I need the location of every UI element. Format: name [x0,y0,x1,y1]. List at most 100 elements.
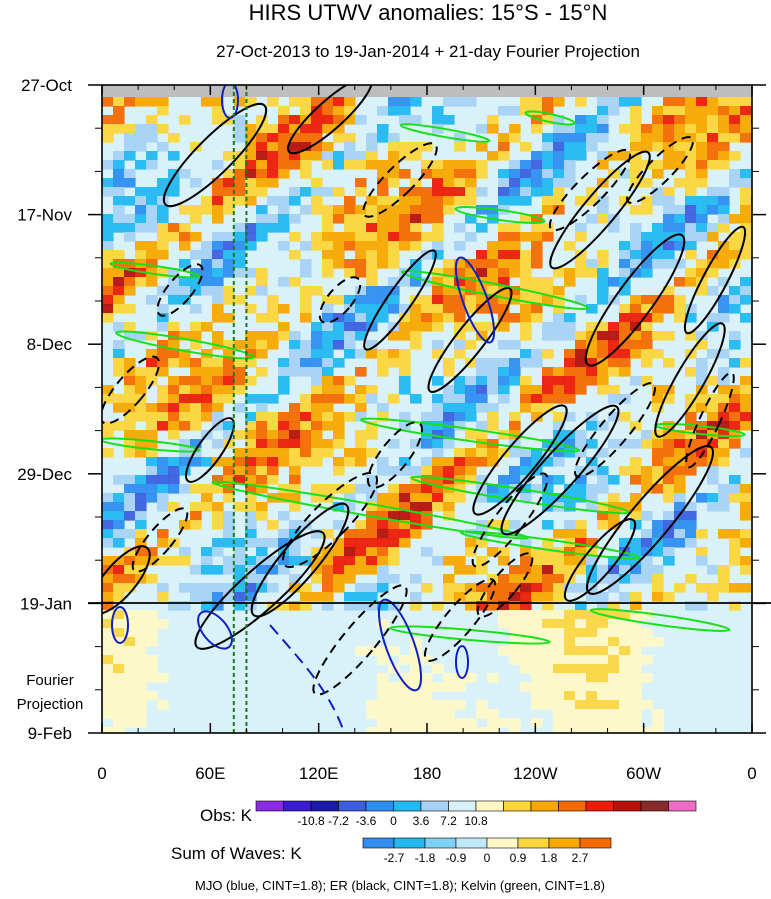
obs-cell [377,574,389,584]
obs-cell [135,223,147,233]
obs-cell [575,448,587,458]
obs-cell [443,304,455,314]
obs-cell [586,538,598,548]
obs-cell [289,412,301,422]
obs-cell [344,529,356,539]
obs-cell [641,511,653,521]
obs-cell [157,412,169,422]
obs-cell [685,277,697,287]
obs-cell [377,367,389,377]
x-tick-label: 60W [626,764,661,783]
obs-cell [223,349,235,359]
obs-cell [410,178,422,188]
obs-cell [531,97,543,107]
obs-cell [212,160,224,170]
obs-cell [432,349,444,359]
obs-cell [245,124,257,134]
projection-cell [509,628,521,638]
projection-cell [135,700,147,710]
obs-cell [520,394,532,404]
obs-cell [619,538,631,548]
obs-cell [223,286,235,296]
obs-cell [608,385,620,395]
obs-cell [696,583,708,593]
obs-cell [212,511,224,521]
obs-cell [333,457,345,467]
obs-cell [289,151,301,161]
obs-cell [597,565,609,575]
obs-cell [201,376,213,386]
obs-cell [333,115,345,125]
obs-cell [300,205,312,215]
obs-cell [322,367,334,377]
obs-cell [641,160,653,170]
obs-cell [542,142,554,152]
obs-cell [311,358,323,368]
obs-cell [124,493,136,503]
obs-cell [487,286,499,296]
obs-cell [707,196,719,206]
obs-cell [575,151,587,161]
obs-cell [608,412,620,422]
obs-cell [476,259,488,269]
obs-cell [102,304,114,314]
obs-cell [311,457,323,467]
projection-cell [586,718,598,728]
obs-cell [278,511,290,521]
projection-cell [377,691,389,701]
obs-cell [245,592,257,602]
obs-cell [586,376,598,386]
obs-cell [234,268,246,278]
obs-cell [234,358,246,368]
obs-cell [575,475,587,485]
obs-cell [146,574,158,584]
er-contour [427,287,513,393]
obs-cell [586,358,598,368]
projection-cell [388,727,400,733]
obs-cell [333,502,345,512]
obs-cell [245,466,257,476]
obs-cell [498,340,510,350]
obs-cell [509,187,521,197]
obs-cell [498,574,510,584]
er-contour [102,545,151,615]
projection-cell [355,646,367,656]
obs-cell [278,529,290,539]
obs-cell [575,484,587,494]
obs-cell [366,547,378,557]
projection-cell [146,637,158,647]
obs-cell [399,205,411,215]
obs-cell [432,214,444,224]
obs-cell [531,169,543,179]
obs-cell [102,232,114,242]
obs-cell [146,160,158,170]
obs-cell [135,142,147,152]
obs-cell [707,403,719,413]
obs-cell [740,358,752,368]
obs-cell [509,124,521,134]
projection-cell [509,727,521,733]
obs-cell [696,457,708,467]
obs-cell [652,520,664,530]
projection-cell [410,637,422,647]
obs-cell [718,502,730,512]
obs-cell [707,133,719,143]
obs-cell [410,574,422,584]
obs-cell [245,502,257,512]
obs-cell [267,448,279,458]
obs-cell [575,268,587,278]
obs-cell [718,106,730,116]
obs-cell [344,313,356,323]
projection-cell [553,628,565,638]
obs-cell [421,547,433,557]
obs-cell [685,106,697,116]
obs-cell [564,331,576,341]
obs-cell [564,439,576,449]
obs-cell [597,502,609,512]
obs-cell [234,457,246,467]
projection-cell [102,628,114,638]
projection-cell [564,727,576,733]
obs-cell [377,133,389,143]
obs-cell [608,106,620,116]
obs-cell [289,583,301,593]
